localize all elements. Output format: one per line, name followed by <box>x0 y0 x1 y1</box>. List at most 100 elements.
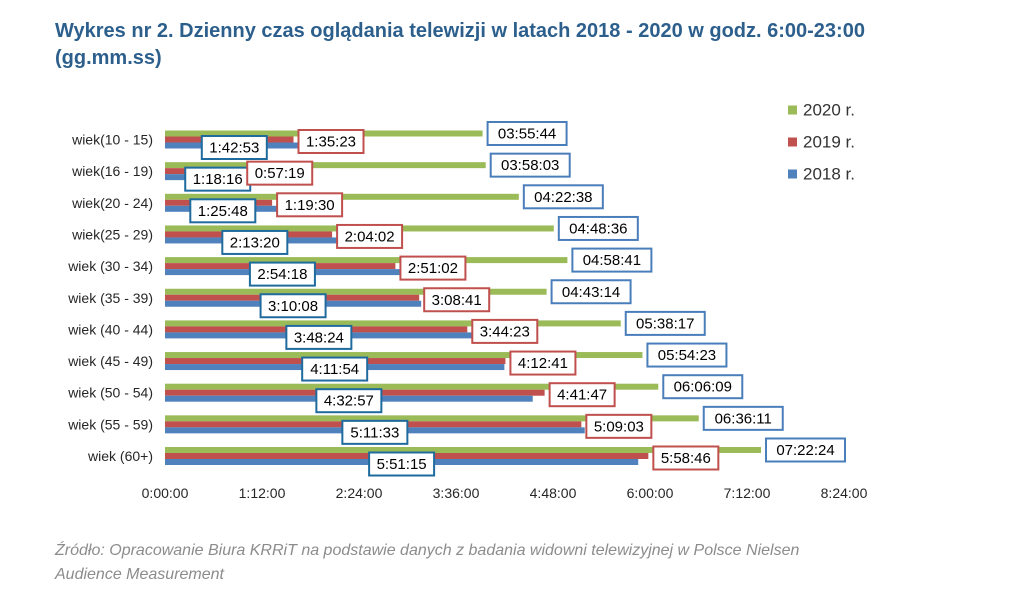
value-label-text-2020-7: 05:54:23 <box>658 347 716 364</box>
category-label-0: wiek(10 - 15) <box>71 132 153 148</box>
value-label-2018-5: 3:10:08 <box>259 293 327 319</box>
value-labels-layer: 1:42:53 1:18:16 1:25:48 2:13:20 2:54:18 3:10:… <box>184 121 847 477</box>
value-label-text-2020-10: 07:22:24 <box>776 442 834 459</box>
value-label-2020-0: 03:55:44 <box>486 121 568 146</box>
value-label-2020-3: 04:48:36 <box>557 215 639 241</box>
category-label-9: wiek (55 - 59) <box>67 416 153 432</box>
value-label-box-2020-1 <box>489 152 571 178</box>
value-label-2020-5: 04:43:14 <box>550 279 632 305</box>
value-label-2020-7: 05:54:23 <box>646 342 728 368</box>
value-label-2019-4: 2:51:02 <box>399 255 467 281</box>
value-label-text-2020-0: 03:55:44 <box>498 126 556 143</box>
category-label-10: wiek (60+) <box>87 448 153 464</box>
value-label-2018-3: 2:13:20 <box>221 229 289 255</box>
value-label-box-2019-1 <box>246 160 314 186</box>
value-label-2018-10: 5:51:15 <box>368 451 436 477</box>
value-label-box-2018-5 <box>259 293 327 319</box>
value-label-text-2018-5: 3:10:08 <box>268 298 318 315</box>
x-axis: 0:00:00 1:12:00 2:24:00 3:36:00 4:48:00 6:00:… <box>142 485 868 501</box>
value-label-text-2018-10: 5:51:15 <box>377 456 427 473</box>
bar-2020-5 <box>165 288 547 295</box>
value-label-box-2019-9 <box>585 413 653 439</box>
source-note: Źródło: Opracowanie Biura KRRiT na podst… <box>55 542 800 583</box>
value-label-box-2020-3 <box>557 215 639 241</box>
value-label-2020-6: 05:38:17 <box>624 310 706 336</box>
value-label-box-2018-10 <box>368 451 436 477</box>
category-label-1: wiek(16 - 19) <box>71 163 153 179</box>
value-label-text-2018-0: 1:42:53 <box>209 140 259 157</box>
value-label-text-2018-6: 3:48:24 <box>294 329 344 346</box>
value-label-box-2019-7 <box>509 350 577 376</box>
value-label-box-2020-8 <box>662 374 744 400</box>
value-label-box-2020-6 <box>624 310 706 336</box>
x-tick-label-6: 7:12:00 <box>724 485 771 501</box>
value-label-box-2020-10 <box>765 437 847 463</box>
value-label-text-2020-5: 04:43:14 <box>562 284 620 301</box>
value-label-text-2020-9: 06:36:11 <box>715 410 772 427</box>
bar-2020-8 <box>165 383 659 390</box>
value-label-2019-0: 1:35:23 <box>297 129 365 154</box>
value-label-box-2018-7 <box>301 356 369 382</box>
value-label-text-2020-2: 04:22:38 <box>534 189 592 206</box>
value-label-text-2018-4: 2:54:18 <box>257 266 307 283</box>
value-label-2020-4: 04:58:41 <box>571 247 653 273</box>
x-tick-label-3: 3:36:00 <box>433 485 480 501</box>
value-label-box-2020-9 <box>702 405 784 431</box>
value-label-2020-9: 06:36:11 <box>702 405 784 431</box>
legend-label-2020: 2020 r. <box>803 101 855 120</box>
value-label-box-2020-5 <box>550 279 632 305</box>
value-label-box-2018-3 <box>221 229 289 255</box>
value-label-box-2020-7 <box>646 342 728 368</box>
x-tick-label-2: 2:24:00 <box>336 485 383 501</box>
value-label-text-2019-1: 0:57:19 <box>255 165 305 182</box>
category-label-4: wiek (30 - 34) <box>67 258 153 274</box>
value-label-2018-0: 1:42:53 <box>200 135 268 160</box>
category-label-5: wiek (35 - 39) <box>67 290 153 306</box>
legend-swatch-2019 <box>788 137 797 147</box>
value-label-box-2019-3 <box>336 223 404 249</box>
value-label-text-2019-9: 5:09:03 <box>594 418 644 435</box>
value-label-2019-5: 3:08:41 <box>423 287 491 313</box>
x-tick-label-5: 6:00:00 <box>627 485 674 501</box>
value-label-2020-10: 07:22:24 <box>765 437 847 463</box>
value-label-text-2020-4: 04:58:41 <box>583 252 641 269</box>
legend-label-2019: 2019 r. <box>803 133 855 152</box>
bar-2020-10 <box>165 447 762 453</box>
value-label-text-2019-6: 3:44:23 <box>480 323 530 340</box>
bar-2020-4 <box>165 257 568 264</box>
value-label-box-2018-9 <box>341 419 409 445</box>
legend-item-2019: 2019 r. <box>788 133 855 152</box>
value-label-box-2019-2 <box>276 192 344 218</box>
value-label-box-2018-2 <box>189 198 257 224</box>
value-label-box-2018-8 <box>315 388 383 414</box>
value-label-text-2019-10: 5:58:46 <box>661 450 711 467</box>
value-label-text-2019-0: 1:35:23 <box>306 134 356 151</box>
legend-item-2020: 2020 r. <box>788 101 855 120</box>
value-label-text-2018-2: 1:25:48 <box>198 203 248 220</box>
value-label-text-2019-7: 4:12:41 <box>518 355 568 372</box>
value-label-2018-9: 5:11:33 <box>341 419 409 445</box>
value-label-box-2020-0 <box>486 121 568 146</box>
legend-swatch-2020 <box>788 105 797 115</box>
category-axis: wiek(10 - 15) wiek(16 - 19) wiek(20 - 24) w… <box>67 132 153 465</box>
bar-2020-1 <box>165 162 486 169</box>
value-label-2020-2: 04:22:38 <box>522 184 604 210</box>
value-label-box-2018-4 <box>248 261 316 287</box>
value-label-text-2020-8: 06:06:09 <box>674 379 732 396</box>
category-label-6: wiek (40 - 44) <box>67 321 153 337</box>
value-label-text-2019-8: 4:41:47 <box>557 387 607 404</box>
x-tick-label-0: 0:00:00 <box>142 485 189 501</box>
value-label-text-2018-3: 2:13:20 <box>230 234 280 251</box>
value-label-2018-6: 3:48:24 <box>285 324 353 350</box>
legend-label-2018: 2018 r. <box>803 165 855 184</box>
value-label-box-2019-5 <box>423 287 491 313</box>
bar-2020-7 <box>165 352 643 359</box>
x-tick-label-1: 1:12:00 <box>239 485 286 501</box>
legend-swatch-2018 <box>788 169 797 179</box>
value-label-2019-6: 3:44:23 <box>471 318 539 344</box>
value-label-text-2018-1: 1:18:16 <box>193 171 243 188</box>
value-label-2019-9: 5:09:03 <box>585 413 653 439</box>
value-label-2020-8: 06:06:09 <box>662 374 744 400</box>
value-label-box-2018-6 <box>285 324 353 350</box>
category-label-8: wiek (50 - 54) <box>67 385 153 401</box>
